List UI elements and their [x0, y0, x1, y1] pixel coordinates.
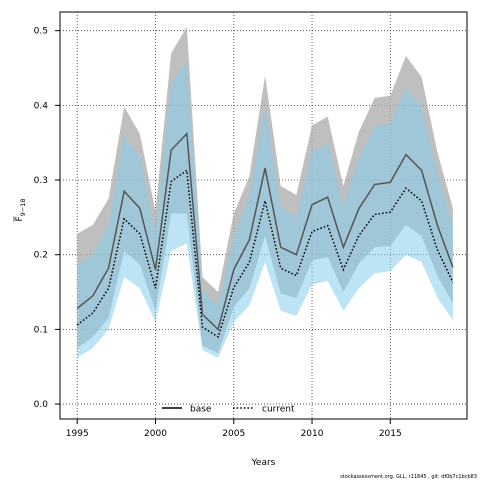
- y-tick-label: 0.4: [34, 101, 49, 111]
- y-tick-label: 0.3: [34, 176, 48, 186]
- legend-base-label: base: [190, 405, 212, 415]
- y-axis: 0.0 0.1 0.2 0.3 0.4 0.5: [34, 27, 60, 410]
- x-axis-label: Years: [251, 458, 276, 468]
- x-tick-label: 2000: [144, 429, 167, 439]
- y-tick-label: 0.2: [34, 251, 48, 261]
- svg-text:F9−18: F9−18: [15, 198, 27, 221]
- x-tick-label: 2005: [222, 429, 245, 439]
- line-base: [76, 132, 454, 331]
- x-tick-label: 1995: [66, 429, 89, 439]
- y-axis-label-main: F: [15, 216, 25, 221]
- y-tick-label: 0.0: [34, 400, 49, 410]
- y-axis-label: F9−18: [13, 198, 27, 222]
- y-axis-label-subscript: 9−18: [19, 198, 27, 216]
- x-tick-label: 2015: [379, 429, 402, 439]
- series-lines: [76, 132, 454, 338]
- footer-credit: stockassessment.org, GLL, r11845 , git: …: [340, 474, 477, 480]
- y-tick-label: 0.5: [34, 27, 48, 37]
- y-tick-label: 0.1: [34, 325, 48, 335]
- x-tick-label: 2010: [301, 429, 324, 439]
- legend-current-label: current: [262, 405, 295, 415]
- confidence-bands: [77, 26, 453, 358]
- plot-frame: [59, 11, 468, 420]
- line-current: [76, 168, 454, 338]
- band-current: [77, 62, 453, 358]
- legend: base current: [162, 405, 295, 415]
- x-axis: 1995 2000 2005 2010 2015: [66, 419, 402, 439]
